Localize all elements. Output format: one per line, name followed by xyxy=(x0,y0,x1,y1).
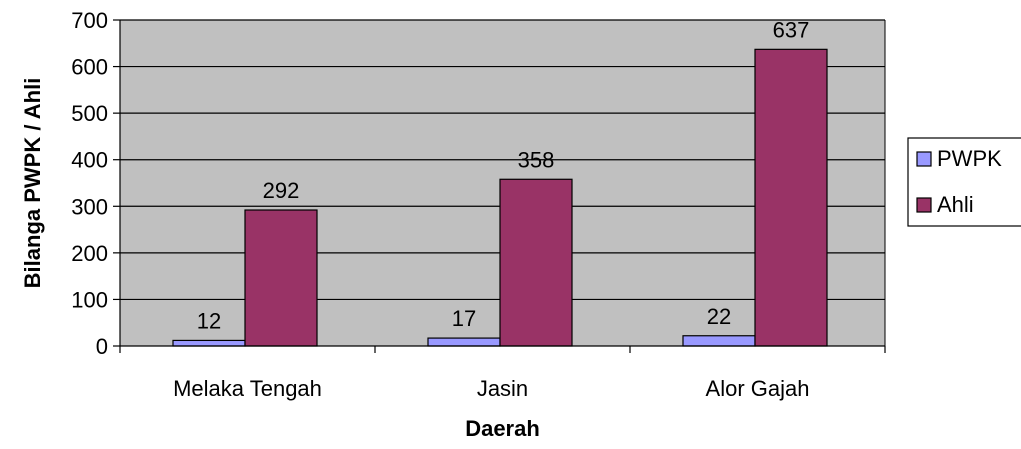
data-label: 358 xyxy=(518,147,555,172)
bar-ahli-jasin xyxy=(499,178,573,347)
y-tick-label: 0 xyxy=(96,334,108,359)
data-label: 22 xyxy=(707,304,731,329)
legend-swatch xyxy=(916,151,932,167)
data-label: 637 xyxy=(773,17,810,42)
legend-swatch xyxy=(916,197,932,213)
data-labels: 12 292 17 358 22 637 xyxy=(197,17,810,333)
x-tick-labels: Melaka Tengah Jasin Alor Gajah xyxy=(173,376,809,401)
y-tick-label: 500 xyxy=(71,101,108,126)
x-axis-title: Daerah xyxy=(465,416,540,441)
y-axis-title: Bilanga PWPK / Ahli xyxy=(20,78,45,289)
x-tick-label: Alor Gajah xyxy=(706,376,810,401)
y-tick-label: 600 xyxy=(71,55,108,80)
x-tick-label: Jasin xyxy=(477,376,528,401)
bar-pwpk-alor-gajah xyxy=(682,335,756,347)
y-tick-label: 300 xyxy=(71,194,108,219)
bar-pwpk-melaka-tengah xyxy=(172,339,246,347)
bar-pwpk-jasin xyxy=(427,337,501,347)
legend-label: Ahli xyxy=(937,192,974,217)
axes xyxy=(113,19,886,353)
legend-label: PWPK xyxy=(937,146,1002,171)
data-label: 12 xyxy=(197,308,221,333)
bars xyxy=(172,48,828,347)
y-tick-label: 400 xyxy=(71,148,108,173)
bar-ahli-alor-gajah xyxy=(754,48,828,347)
y-tick-label: 700 xyxy=(71,8,108,33)
x-tick-label: Melaka Tengah xyxy=(173,376,322,401)
y-tick-label: 100 xyxy=(71,287,108,312)
y-tick-labels: 0 100 200 300 400 500 600 700 xyxy=(71,8,108,359)
legend: PWPK Ahli xyxy=(907,137,1021,227)
data-label: 292 xyxy=(263,178,300,203)
y-tick-label: 200 xyxy=(71,241,108,266)
bar-ahli-melaka-tengah xyxy=(244,209,318,347)
data-label: 17 xyxy=(452,306,476,331)
